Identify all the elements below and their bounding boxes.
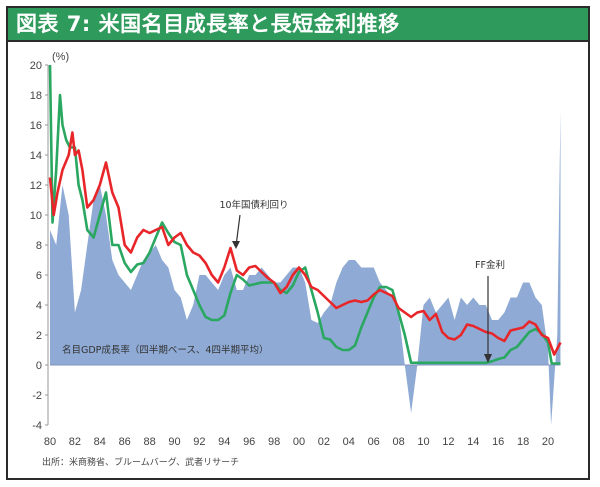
x-tick-label: 06 (368, 436, 380, 448)
y-tick-label: 20 (30, 60, 42, 72)
y-tick-label: 18 (30, 90, 42, 102)
y-tick-label: 14 (30, 150, 42, 162)
x-tick-label: 10 (417, 436, 429, 448)
y-tick-label: -2 (32, 390, 42, 402)
ff-annotation: FF金利 (475, 259, 505, 271)
line-series (48, 64, 562, 365)
y-tick-label: 12 (30, 180, 42, 192)
x-tick-label: 00 (293, 436, 305, 448)
x-tick-label: 98 (268, 436, 280, 448)
treasury-10y-line (48, 131, 562, 356)
arrow-head-icon (232, 241, 240, 249)
x-tick-label: 18 (517, 436, 529, 448)
chart-title: 図表 7: 米国名目成長率と長短金利推移 (8, 8, 588, 42)
y-tick-label: 2 (36, 330, 42, 342)
y-tick-label: 6 (36, 270, 42, 282)
x-tick-label: 20 (542, 436, 554, 448)
x-tick-label: 04 (343, 436, 355, 448)
y-unit-label: (%) (52, 51, 69, 63)
x-tick-label: 14 (467, 436, 479, 448)
x-tick-label: 94 (218, 436, 230, 448)
x-tick-label: 92 (193, 436, 205, 448)
x-tick-label: 96 (243, 436, 255, 448)
y-tick-label: 16 (30, 120, 42, 132)
x-tick-label: 82 (69, 436, 81, 448)
ff-rate-line (48, 64, 561, 365)
arrow-head-icon (484, 354, 492, 363)
x-tick-label: 02 (318, 436, 330, 448)
x-tick-label: 80 (44, 436, 56, 448)
x-tick-label: 90 (168, 436, 180, 448)
x-tick-label: 12 (442, 436, 454, 448)
y-tick-label: 4 (36, 300, 42, 312)
y-tick-label: 0 (36, 360, 42, 372)
x-tick-label: 88 (143, 436, 155, 448)
gdp-annotation: 名目GDP成長率（四半期ベース、4四半期平均） (62, 344, 268, 356)
y-tick-label: 10 (30, 210, 42, 222)
treasury-annotation: 10年国債利回り (219, 199, 288, 211)
x-tick-label: 84 (94, 436, 106, 448)
y-tick-label: 8 (36, 240, 42, 252)
x-tick-label: 08 (392, 436, 404, 448)
treasury-arrow (235, 214, 241, 247)
gdp-area (50, 110, 561, 425)
x-tick-label: 16 (492, 436, 504, 448)
x-tick-label: 86 (119, 436, 131, 448)
source-note: 出所：米商務省、ブルームバーグ、武者リサーチ (42, 458, 240, 468)
y-tick-label: -4 (32, 420, 42, 432)
gdp-area-series (50, 110, 561, 425)
